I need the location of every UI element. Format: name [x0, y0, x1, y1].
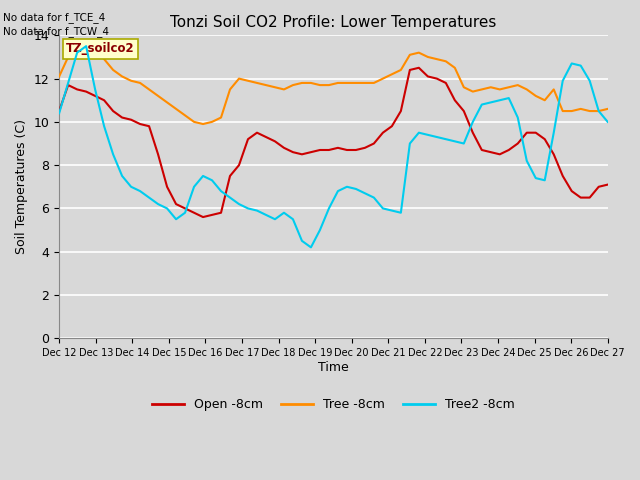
Text: No data for f_TCE_4: No data for f_TCE_4: [3, 12, 106, 23]
X-axis label: Time: Time: [318, 360, 349, 374]
Text: No data for f_TCW_4: No data for f_TCW_4: [3, 26, 109, 37]
Text: TZ_soilco2: TZ_soilco2: [66, 42, 135, 55]
Legend: Open -8cm, Tree -8cm, Tree2 -8cm: Open -8cm, Tree -8cm, Tree2 -8cm: [147, 393, 519, 416]
Y-axis label: Soil Temperatures (C): Soil Temperatures (C): [15, 119, 28, 254]
Title: Tonzi Soil CO2 Profile: Lower Temperatures: Tonzi Soil CO2 Profile: Lower Temperatur…: [170, 15, 497, 30]
